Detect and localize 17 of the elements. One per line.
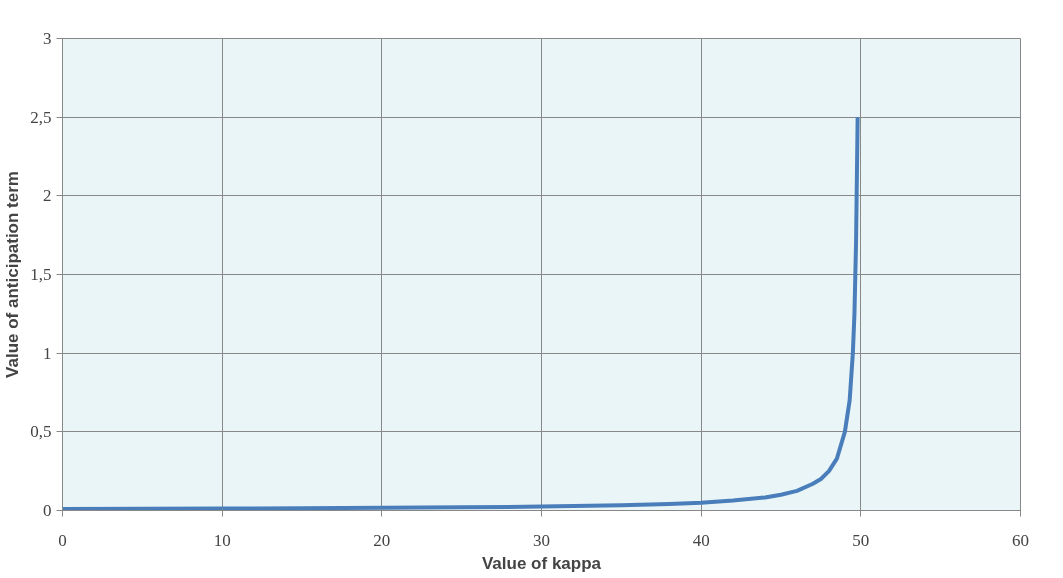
y-tick-label: 2 (43, 186, 52, 206)
y-tick-label: 1 (43, 343, 52, 363)
x-tick-label: 40 (692, 530, 710, 550)
x-tick-label: 0 (58, 530, 67, 550)
x-axis-title: Value of kappa (481, 553, 602, 573)
x-tick-label: 60 (1012, 530, 1029, 550)
x-tick-label: 10 (213, 530, 231, 550)
y-tick-label: 3 (43, 29, 52, 48)
y-tick-label: 1,5 (30, 265, 52, 284)
y-tick-label: 0 (43, 501, 52, 520)
y-tick-label: 2,5 (30, 107, 52, 127)
y-tick-label: 0,5 (30, 422, 52, 442)
x-tick-label: 50 (852, 530, 870, 550)
y-axis-title: Value of anticipation term (3, 171, 23, 378)
line-series (62, 115, 860, 511)
x-tick-label: 30 (533, 530, 550, 550)
x-tick-label: 20 (373, 530, 391, 550)
